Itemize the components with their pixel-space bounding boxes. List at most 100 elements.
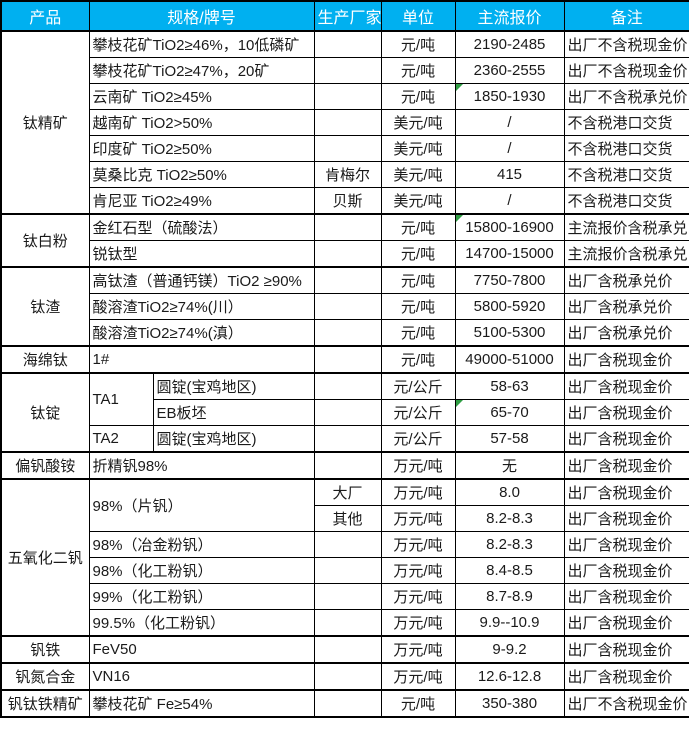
price-cell: 无 (454, 451, 565, 480)
manufacturer-cell: 其他 (313, 505, 382, 532)
spec-cell: VN16 (88, 662, 315, 691)
unit-cell: 美元/吨 (380, 109, 456, 136)
remark-cell: 出厂含税现金价 (563, 399, 689, 426)
unit-cell: 元/吨 (380, 319, 456, 347)
unit-cell: 万元/吨 (380, 557, 456, 584)
table-row: 钛精矿 攀枝花矿TiO2≥46%，10低磷矿 元/吨 2190-2485 出厂不含税现金… (0, 30, 689, 215)
unit-cell: 美元/吨 (380, 161, 456, 188)
remark-cell: 主流报价含税承兑 (563, 213, 689, 241)
remark-cell: 出厂不含税现金价 (563, 57, 689, 84)
spec-cell: 攀枝花矿TiO2≥47%，20矿 (88, 57, 315, 84)
table-row: 酸溶渣TiO2≥74%(滇） 元/吨 5100-5300 出厂含税承兑价 (1, 319, 689, 347)
spec-cell: EB板坯 (152, 399, 315, 426)
spec-cell: 98%（片钒） (88, 478, 315, 532)
product-cell: 钒铁 (0, 635, 90, 664)
column-header-product: 产品 (0, 0, 90, 32)
remark-cell: 出厂含税现金价 (563, 635, 689, 664)
price-cell: 8.2-8.3 (454, 505, 565, 532)
manufacturer-cell (313, 451, 382, 480)
manufacturer-cell: 大厂 (313, 478, 382, 506)
grade-cell: TA2 (88, 425, 154, 453)
remark-cell: 出厂含税现金价 (563, 372, 689, 400)
column-header-price: 主流报价 (454, 0, 565, 32)
table-row: 越南矿 TiO2>50% 美元/吨 / 不含税港口交货 (1, 109, 689, 136)
spec-cell: 云南矿 TiO2≥45% (88, 83, 315, 110)
remark-cell: 不含税港口交货 (563, 187, 689, 215)
unit-cell: 万元/吨 (380, 505, 456, 532)
remark-cell: 出厂含税现金价 (563, 451, 689, 480)
manufacturer-cell (313, 213, 382, 241)
table-row: 印度矿 TiO2≥50% 美元/吨 / 不含税港口交货 (1, 135, 689, 162)
table-row: 莫桑比克 TiO2≥50% 肯梅尔 美元/吨 415 不含税港口交货 (1, 161, 689, 188)
unit-cell: 元/吨 (380, 266, 456, 294)
price-cell: 5100-5300 (454, 319, 565, 347)
table-row: 钒氮合金 VN16 万元/吨 12.6-12.8 出厂含税现金价 (0, 662, 689, 691)
remark-cell: 出厂不含税现金价 (563, 689, 689, 718)
manufacturer-cell (313, 57, 382, 84)
remark-cell: 主流报价含税承兑 (563, 240, 689, 268)
spec-cell: 酸溶渣TiO2≥74%(滇） (88, 319, 315, 347)
unit-cell: 万元/吨 (380, 583, 456, 610)
remark-cell: 出厂含税现金价 (563, 557, 689, 584)
price-cell: 1850-1930 (454, 83, 565, 110)
spec-cell: 99%（化工粉钒） (88, 583, 315, 610)
spec-cell: 金红石型（硫酸法） (88, 213, 315, 241)
spec-cell: 高钛渣（普通钙镁）TiO2 ≥90% (88, 266, 315, 294)
spec-cell: 锐钛型 (88, 240, 315, 268)
table-row: 钒铁 FeV50 万元/吨 9-9.2 出厂含税现金价 (0, 635, 689, 664)
table-header: 产品 规格/牌号 生产厂家 单位 主流报价 备注 (0, 0, 689, 32)
price-cell: 57-58 (454, 425, 565, 453)
table-row: 五氧化二钒 98%（片钒） 大厂 万元/吨 8.0 出厂含税现金价 (0, 478, 689, 637)
unit-cell: 元/吨 (380, 83, 456, 110)
table-row: 锐钛型 元/吨 14700-15000 主流报价含税承兑 (1, 240, 689, 268)
unit-cell: 美元/吨 (380, 187, 456, 215)
unit-cell: 元/吨 (380, 689, 456, 718)
manufacturer-cell (313, 345, 382, 374)
remark-cell: 出厂不含税承兑价 (563, 83, 689, 110)
unit-cell: 万元/吨 (380, 451, 456, 480)
product-cell: 钛锭 (0, 372, 90, 453)
table-row: 钛锭 TA1 圆锭(宝鸡地区) 元/公斤 58-63 出厂含税现金价 (0, 372, 689, 453)
manufacturer-cell (313, 425, 382, 453)
manufacturer-cell (313, 583, 382, 610)
price-cell: 8.2-8.3 (454, 531, 565, 558)
manufacturer-cell (313, 372, 382, 400)
price-cell: 7750-7800 (454, 266, 565, 294)
unit-cell: 万元/吨 (380, 609, 456, 637)
table-row: 98%（化工粉钒） 万元/吨 8.4-8.5 出厂含税现金价 (1, 557, 689, 584)
spec-cell: 折精钒98% (88, 451, 315, 480)
remark-cell: 出厂含税现金价 (563, 345, 689, 374)
spec-cell: 98%（化工粉钒） (88, 557, 315, 584)
table-row: 钛白粉 金红石型（硫酸法） 元/吨 15800-16900 主流报价含税承兑 (0, 213, 689, 268)
table-row: 酸溶渣TiO2≥74%(川） 元/吨 5800-5920 出厂含税承兑价 (1, 293, 689, 320)
manufacturer-cell (313, 83, 382, 110)
table-row: 钛渣 高钛渣（普通钙镁）TiO2 ≥90% 元/吨 7750-7800 出厂含税承兑价 (0, 266, 689, 347)
remark-cell: 出厂含税现金价 (563, 478, 689, 506)
grade-cell: TA1 (88, 372, 154, 426)
product-cell: 海绵钛 (0, 345, 90, 374)
product-cell: 钛白粉 (0, 213, 90, 268)
unit-cell: 万元/吨 (380, 478, 456, 506)
remark-cell: 出厂含税承兑价 (563, 266, 689, 294)
price-cell: / (454, 135, 565, 162)
remark-cell: 出厂含税现金价 (563, 662, 689, 691)
spec-cell: 1# (88, 345, 315, 374)
unit-cell: 美元/吨 (380, 135, 456, 162)
table-row: 肯尼亚 TiO2≥49% 贝斯 美元/吨 / 不含税港口交货 (1, 187, 689, 215)
table-row: TA2 圆锭(宝鸡地区) 元/公斤 57-58 出厂含税现金价 (1, 425, 689, 453)
spec-cell: FeV50 (88, 635, 315, 664)
unit-cell: 元/吨 (380, 213, 456, 241)
table-row: 99.5%（化工粉钒） 万元/吨 9.9--10.9 出厂含税现金价 (1, 609, 689, 637)
column-header-spec: 规格/牌号 (88, 0, 315, 32)
table-row: 其他 万元/吨 8.2-8.3 出厂含税现金价 (1, 505, 689, 532)
product-cell: 钒钛铁精矿 (0, 689, 90, 718)
price-cell: 49000-51000 (454, 345, 565, 374)
manufacturer-cell (313, 635, 382, 664)
manufacturer-cell (313, 689, 382, 718)
manufacturer-cell: 贝斯 (313, 187, 382, 215)
column-header-unit: 单位 (380, 0, 456, 32)
manufacturer-cell (313, 135, 382, 162)
table-row: 海绵钛 1# 元/吨 49000-51000 出厂含税现金价 (0, 345, 689, 374)
manufacturer-cell (313, 109, 382, 136)
table-row: EB板坯 元/公斤 65-70 出厂含税现金价 (1, 399, 689, 426)
